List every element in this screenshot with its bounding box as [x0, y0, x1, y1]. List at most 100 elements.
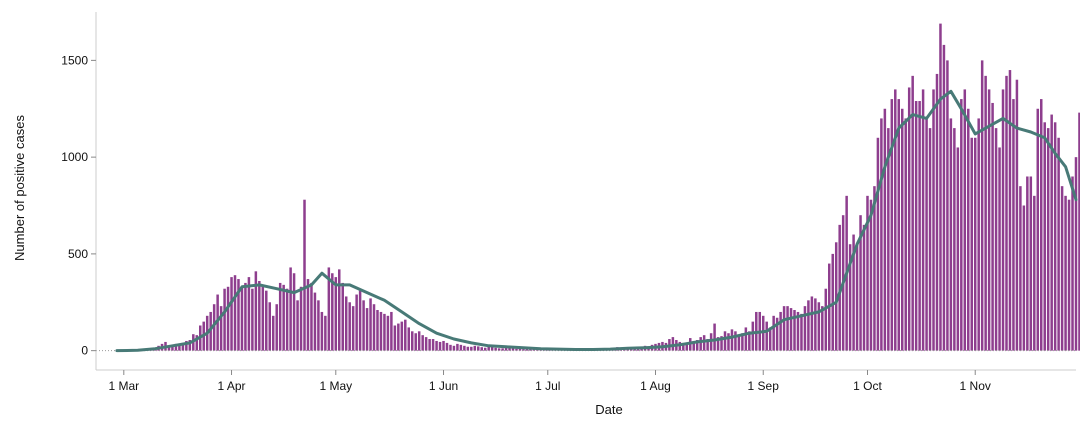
bar	[772, 315, 775, 351]
bar	[744, 327, 748, 351]
bar	[497, 348, 501, 351]
x-tick-label: 1 Jun	[429, 379, 458, 393]
bar	[400, 321, 404, 351]
x-axis-ticks: 1 Mar 1 Apr 1 May 1 Jun 1 Jul 1 Aug 1 Sep 1 Oct…	[108, 370, 991, 393]
bar	[883, 108, 887, 351]
bar	[438, 341, 442, 351]
bar	[1064, 195, 1067, 351]
bar	[195, 335, 199, 351]
bar	[341, 282, 344, 351]
bar	[880, 118, 883, 351]
x-tick-label: 1 Aug	[640, 379, 671, 393]
bar	[1071, 176, 1074, 351]
bar	[1008, 70, 1012, 351]
bar	[1022, 205, 1026, 351]
bar	[362, 300, 365, 351]
bar	[1005, 75, 1008, 351]
x-axis-title: Date	[595, 402, 622, 417]
bar	[932, 89, 935, 351]
bar	[393, 325, 397, 351]
bar	[383, 313, 386, 351]
bar	[817, 302, 821, 351]
bar	[369, 298, 372, 351]
bar	[953, 128, 956, 351]
bar	[939, 23, 942, 351]
bar	[386, 315, 390, 351]
bar	[925, 118, 928, 351]
bar	[244, 282, 247, 351]
bar	[490, 346, 494, 351]
bar	[1019, 186, 1022, 351]
bar	[212, 304, 216, 351]
bar	[417, 331, 421, 351]
bar	[240, 286, 244, 351]
bar	[960, 99, 963, 351]
bar	[765, 321, 768, 351]
bar	[741, 333, 744, 351]
bar	[1050, 114, 1053, 351]
bar	[379, 311, 383, 351]
bar	[984, 75, 987, 351]
bar	[779, 311, 782, 351]
bar	[268, 302, 272, 351]
bar	[483, 347, 487, 351]
bar	[848, 244, 852, 351]
bar	[1078, 112, 1080, 351]
bar	[834, 242, 838, 351]
bar	[807, 300, 810, 351]
bar	[1046, 128, 1050, 351]
bar	[449, 344, 452, 351]
bar	[292, 273, 296, 351]
bar	[921, 89, 925, 351]
bar	[247, 277, 251, 351]
bar	[372, 304, 376, 351]
bar	[796, 311, 800, 351]
bar	[890, 99, 894, 351]
bar	[928, 128, 932, 351]
bar	[876, 137, 880, 351]
bar	[782, 306, 786, 351]
bar	[327, 267, 331, 351]
bar	[480, 347, 483, 351]
bar	[324, 315, 327, 351]
bar	[869, 199, 873, 351]
bar	[278, 282, 282, 351]
bar	[727, 333, 730, 351]
bar	[230, 277, 233, 351]
bar	[473, 345, 477, 351]
bar	[699, 337, 702, 351]
bar	[935, 73, 939, 351]
bar	[977, 118, 980, 351]
bar	[786, 306, 789, 351]
bar	[285, 288, 289, 351]
bar	[265, 290, 268, 351]
bar	[313, 292, 317, 351]
x-tick-label: 1 Nov	[960, 379, 991, 393]
bar	[171, 345, 174, 351]
bars-group	[115, 23, 1080, 352]
bar	[810, 296, 814, 351]
bar	[317, 300, 320, 351]
bar	[452, 345, 456, 351]
bar	[351, 306, 355, 351]
bar	[814, 298, 817, 351]
bar	[942, 44, 946, 351]
bar	[331, 273, 334, 351]
bar	[713, 323, 716, 351]
bar	[855, 244, 859, 351]
bar	[706, 339, 709, 351]
bar	[695, 340, 699, 351]
x-tick-label: 1 May	[319, 379, 352, 393]
bar	[296, 300, 299, 351]
bar	[310, 282, 313, 351]
bar	[900, 108, 904, 351]
y-tick-label: 1500	[61, 53, 88, 67]
bar	[188, 340, 192, 351]
bar	[421, 335, 424, 351]
bar	[254, 271, 258, 351]
bar	[320, 311, 324, 351]
bar	[1074, 157, 1078, 351]
bar	[529, 348, 532, 351]
bar	[723, 331, 727, 351]
bar	[748, 331, 751, 351]
